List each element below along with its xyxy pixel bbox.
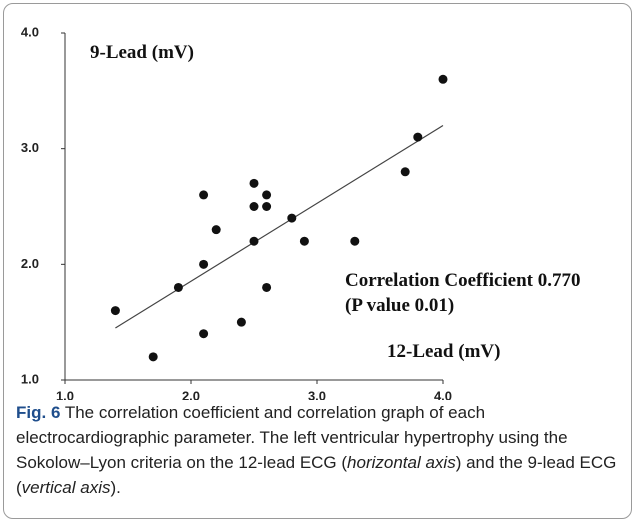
x-axis-label: 12-Lead (mV)	[387, 341, 500, 362]
point	[199, 259, 209, 269]
point	[299, 236, 309, 246]
caption-label: Fig. 6	[16, 403, 61, 422]
point	[249, 236, 259, 246]
point	[413, 132, 423, 142]
point	[211, 225, 221, 235]
point	[350, 236, 360, 246]
caption-text: vertical axis	[21, 478, 111, 497]
figure-frame	[3, 3, 632, 519]
point	[262, 202, 272, 211]
x-tick-label: 4.0	[434, 388, 452, 400]
point	[173, 282, 183, 292]
y-tick-label: 3.0	[21, 140, 39, 155]
x-tick-label: 2.0	[182, 388, 200, 400]
y-axis-label: 9-Lead (mV)	[90, 42, 194, 63]
point	[249, 178, 259, 188]
point	[262, 190, 272, 200]
point	[199, 329, 209, 339]
caption-text: The correlation coefficient and correlat…	[16, 403, 568, 472]
x-tick-label: 1.0	[56, 388, 74, 400]
y-tick-label: 4.0	[21, 24, 39, 39]
y-tick-label: 2.0	[21, 256, 39, 271]
caption-text: horizontal axis	[347, 453, 456, 472]
caption-text: ).	[110, 478, 121, 497]
point	[262, 282, 272, 292]
trend-line	[115, 125, 444, 329]
point	[148, 352, 158, 362]
y-tick-label: 1.0	[21, 371, 39, 386]
annotation: (P value 0.01)	[345, 295, 454, 316]
point	[438, 74, 448, 84]
caption-text: ) and the 9-lead ECG (	[16, 453, 617, 497]
point	[236, 317, 246, 327]
point	[249, 202, 259, 211]
caption: Fig. 6 The correlation coefficient and c…	[16, 400, 628, 500]
x-tick-label: 3.0	[308, 388, 326, 400]
point	[287, 213, 297, 223]
point	[110, 306, 120, 316]
point	[400, 167, 410, 177]
chart: 9-Lead (mV) Correlation Coefficient 0.77…	[21, 24, 581, 400]
annotation: Correlation Coefficient 0.770	[345, 270, 581, 291]
point	[199, 190, 209, 200]
